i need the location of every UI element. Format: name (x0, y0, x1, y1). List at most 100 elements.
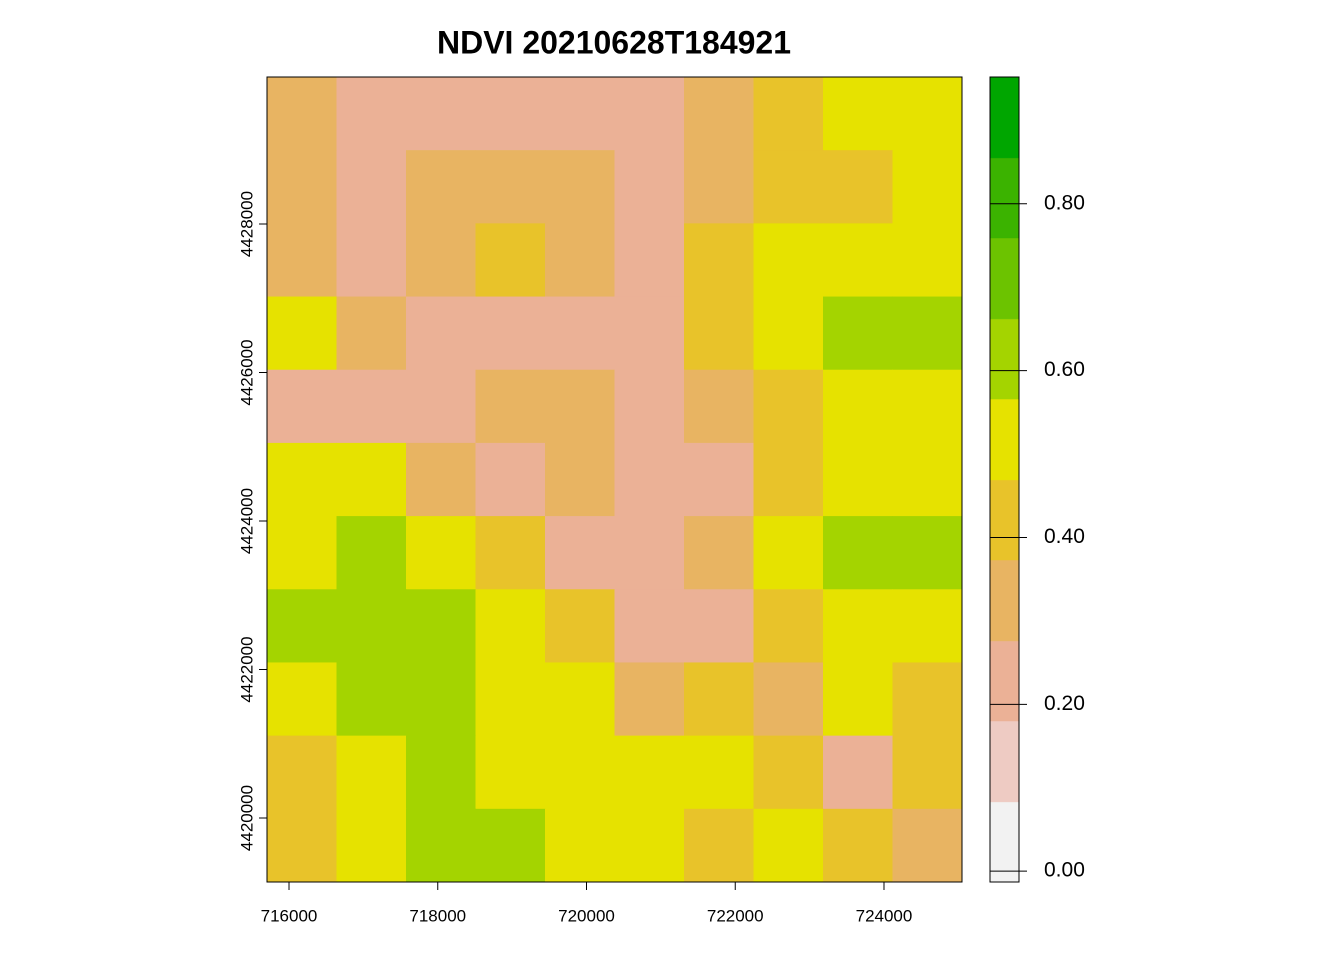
raster-cell (753, 369, 824, 444)
raster-cell (475, 223, 546, 298)
raster-cell (545, 662, 615, 737)
raster-cell (406, 369, 476, 444)
colorbar-bin (989, 398, 1020, 481)
raster-cell (406, 662, 476, 737)
raster-cell (892, 442, 963, 517)
colorbar-bin (989, 237, 1020, 320)
raster-cell (406, 516, 476, 590)
raster-cell (475, 150, 546, 224)
x-tick-label: 718000 (409, 906, 466, 925)
raster-cell (336, 662, 407, 737)
raster-cell (614, 442, 685, 517)
raster-cell (336, 516, 407, 590)
raster-cell (475, 589, 546, 663)
colorbar-tick-label: 0.20 (1044, 692, 1085, 715)
raster-cell (684, 223, 754, 298)
raster-cell (267, 369, 337, 444)
colorbar-tick-label: 0.00 (1044, 859, 1085, 882)
colorbar-bin (989, 559, 1020, 642)
raster-cell (753, 77, 824, 151)
raster-cell (892, 662, 963, 737)
raster-cell (267, 516, 337, 590)
raster-cell (267, 296, 337, 371)
raster-cell (684, 735, 754, 810)
raster-cell (475, 516, 546, 590)
raster-cell (753, 735, 824, 810)
colorbar-bin (989, 318, 1020, 400)
raster-cell (753, 662, 824, 737)
raster-cell (823, 296, 893, 371)
raster-cell (892, 150, 963, 224)
raster-cell (336, 369, 407, 444)
raster-cell (406, 150, 476, 224)
colorbar-bin (989, 640, 1020, 722)
raster-cell (753, 223, 824, 298)
raster-cell (614, 150, 685, 224)
raster-cell (823, 516, 893, 590)
raster-cell (475, 735, 546, 810)
raster-cell (614, 369, 685, 444)
raster-cell (892, 808, 963, 883)
y-tick-label: 4422000 (237, 636, 256, 702)
raster-cell (336, 808, 407, 883)
raster-cell (267, 150, 337, 224)
raster-cell (545, 735, 615, 810)
raster-cell (475, 442, 546, 517)
y-tick-label: 4428000 (237, 191, 256, 257)
raster-cell (406, 223, 476, 298)
raster-cell (684, 369, 754, 444)
raster-cell (545, 223, 615, 298)
y-tick-label: 4426000 (237, 339, 256, 405)
raster-cell (545, 150, 615, 224)
raster-cell (406, 735, 476, 810)
raster-cell (614, 662, 685, 737)
colorbar-tick-label: 0.80 (1044, 191, 1085, 214)
raster-cell (545, 808, 615, 883)
raster-cell (614, 77, 685, 151)
chart-title: NDVI 20210628T184921 (437, 24, 791, 60)
x-tick-label: 716000 (261, 906, 318, 925)
raster-cell (892, 77, 963, 151)
raster-cell (475, 77, 546, 151)
colorbar-bin (989, 479, 1020, 561)
raster-cell (684, 296, 754, 371)
raster-cell (267, 662, 337, 737)
colorbar-frame (989, 76, 1020, 883)
raster-cell (336, 296, 407, 371)
raster-cell (684, 662, 754, 737)
raster-cell (475, 808, 546, 883)
raster-cell (336, 150, 407, 224)
raster-cell (406, 77, 476, 151)
plot-frame (266, 76, 963, 883)
raster-cell (823, 662, 893, 737)
raster-cell (475, 296, 546, 371)
raster-cell (336, 735, 407, 810)
raster-cell (823, 589, 893, 663)
raster-cell (406, 808, 476, 883)
raster-cell (267, 77, 337, 151)
colorbar-bin (989, 801, 1020, 883)
raster-cell (892, 223, 963, 298)
colorbar-bin (989, 157, 1020, 239)
raster-cell (614, 735, 685, 810)
raster-cell (267, 808, 337, 883)
raster-cell (753, 808, 824, 883)
raster-cell (753, 150, 824, 224)
raster-cell (475, 369, 546, 444)
raster-cell (892, 296, 963, 371)
raster-cell (614, 296, 685, 371)
raster-cell (614, 808, 685, 883)
x-tick-label: 720000 (558, 906, 615, 925)
raster-cell (823, 735, 893, 810)
raster-cell (267, 442, 337, 517)
raster-cell (267, 735, 337, 810)
raster-cell (823, 369, 893, 444)
raster-cell (823, 808, 893, 883)
raster-cell (684, 589, 754, 663)
raster-cell (545, 369, 615, 444)
raster-cell (823, 77, 893, 151)
raster-cell (892, 735, 963, 810)
raster-cell (336, 77, 407, 151)
raster-cell (753, 296, 824, 371)
